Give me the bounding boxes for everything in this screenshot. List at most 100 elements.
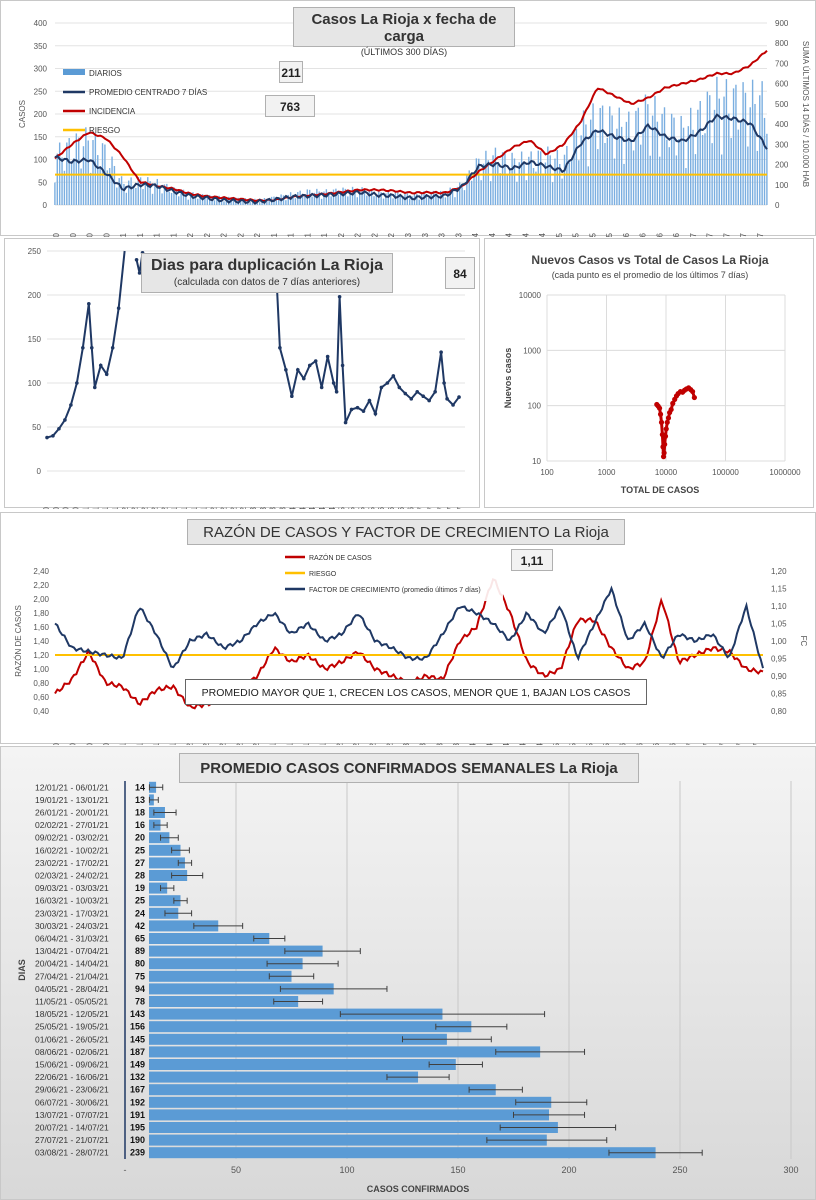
diarios-bar (332, 189, 335, 205)
diarios-bar (213, 200, 216, 205)
diarios-bar (601, 105, 604, 205)
scatter-x-tick: 100 (540, 468, 554, 477)
diarios-bar (499, 173, 501, 205)
semanales-bar (149, 958, 303, 970)
diarios-bar (380, 192, 382, 205)
duplicacion-point (325, 354, 330, 359)
casos-x-tick: 8/7 (706, 232, 715, 237)
semanales-value-label: 190 (130, 1135, 145, 1145)
semanales-value-label: 156 (130, 1022, 145, 1032)
diarios-bar (689, 107, 692, 205)
razon-y2-tick: 1,15 (771, 585, 787, 594)
diarios-bar (468, 170, 470, 205)
diarios-bar (735, 84, 737, 205)
diarios-bar (323, 191, 325, 205)
semanales-title: PROMEDIO CASOS CONFIRMADOS SEMANALES La … (200, 760, 618, 777)
duplicacion-point (92, 385, 97, 390)
casos-y2-tick: 800 (775, 39, 789, 48)
duplicacion-y-tick: 50 (32, 423, 41, 432)
casos-x-tick: 29/4 (538, 232, 547, 237)
razon-y2-tick: 1,20 (771, 567, 787, 576)
duplicacion-point (116, 306, 121, 310)
razon-x-tick: 25/3 (452, 742, 461, 745)
razon-y2-tick: 0,85 (771, 690, 787, 699)
semanales-category-label: 09/02/21 - 03/02/21 (35, 833, 109, 843)
semanales-value-label: 195 (130, 1123, 145, 1133)
razon-y2-tick: 1,00 (771, 637, 787, 646)
diarios-bar (337, 194, 339, 205)
diarios-bar (294, 198, 297, 205)
razon-y-tick: 1,80 (33, 609, 49, 618)
diarios-bar (509, 167, 511, 205)
diarios-bar (85, 127, 87, 205)
diarios-bar (613, 158, 616, 205)
diarios-bar (504, 152, 506, 205)
semanales-bar (149, 945, 323, 957)
diarios-bar (532, 167, 535, 205)
diarios-bar (699, 100, 701, 205)
semanales-bar (149, 1147, 656, 1159)
diarios-bar (528, 156, 530, 205)
razon-x-tick: 4/2 (335, 742, 344, 745)
diarios-bar (70, 161, 73, 205)
duplicacion-x-tick: 19/11 (101, 506, 110, 509)
duplicacion-y-tick: 200 (28, 291, 42, 300)
semanales-category-label: 12/01/21 - 06/01/21 (35, 782, 109, 792)
diarios-bar (759, 95, 761, 205)
diarios-bar (242, 200, 244, 205)
duplicacion-title: Dias para duplicación La Rioja (150, 257, 384, 274)
semanales-category-label: 26/01/21 - 20/01/21 (35, 808, 109, 818)
duplicacion-chart-panel: 0 50 100 150 200 250 8/1015/1022/1029/105/1112… (4, 238, 480, 509)
diarios-bar (511, 152, 513, 205)
diarios-bar (573, 129, 575, 205)
diarios-bar (287, 194, 289, 205)
razon-x-tick: 3/6 (619, 742, 628, 745)
duplicacion-x-tick: 12/11 (91, 506, 100, 509)
semanales-x-tick: 100 (339, 1165, 354, 1175)
semanales-category-label: 06/07/21 - 30/06/21 (35, 1097, 109, 1107)
diarios-bar (54, 182, 56, 205)
casos-x-tick: 1/7 (689, 232, 698, 237)
diarios-bar (647, 104, 649, 205)
casos-x-tick: 29/10 (102, 232, 111, 237)
diarios-bar (454, 197, 456, 205)
diarios-bar (142, 189, 144, 205)
diarios-bar (194, 195, 197, 205)
razon-x-tick: 17/12 (219, 742, 228, 745)
razon-x-tick: 11/2 (352, 742, 361, 745)
duplicacion-point (373, 412, 378, 416)
diarios-bar (158, 185, 161, 205)
semanales-chart-panel: - 50 100 150 200 250 300 CASOS CONFIRMADOS DIAS 1… (0, 746, 816, 1200)
diarios-bar (530, 151, 532, 205)
diarios-bar (330, 196, 332, 205)
duplicacion-x-tick: 24/12 (150, 506, 159, 509)
razon-x-tick: 7/1 (269, 742, 278, 745)
duplicacion-x-tick: 17/12 (141, 506, 150, 509)
razon-y2-tick: 0,80 (771, 707, 787, 716)
diarios-bar (728, 113, 730, 205)
diarios-bar (147, 177, 149, 205)
semanales-bar (149, 1008, 443, 1020)
razon-x-tick: 21/1 (302, 742, 311, 745)
diarios-bar (163, 184, 166, 205)
razon-x-tick: 5/11 (119, 742, 128, 745)
semanales-bar (149, 1122, 558, 1133)
diarios-bar (108, 168, 111, 205)
scatter-x-tick: 1000000 (769, 468, 801, 477)
diarios-bar (701, 135, 704, 205)
diarios-bar (668, 147, 670, 205)
duplicacion-y-tick: 0 (37, 467, 42, 476)
razon-x-tick: 18/3 (435, 742, 444, 745)
semanales-value-label: 42 (135, 921, 145, 931)
razon-x-tick: 8/7 (702, 742, 711, 745)
duplicacion-y-tick: 250 (28, 247, 42, 256)
scatter-y-tick: 100 (528, 402, 542, 411)
diarios-bar (399, 195, 401, 205)
semanales-category-label: 04/05/21 - 28/04/21 (35, 984, 109, 994)
duplicacion-x-tick: 22/4 (318, 506, 327, 509)
razon-y-tick: 2,40 (33, 567, 49, 576)
legend-swatch (63, 69, 85, 75)
duplicacion-point (290, 394, 294, 398)
razon-legend-label: RAZÓN DE CASOS (309, 553, 372, 562)
duplicacion-x-tick: 14/1 (180, 506, 189, 509)
